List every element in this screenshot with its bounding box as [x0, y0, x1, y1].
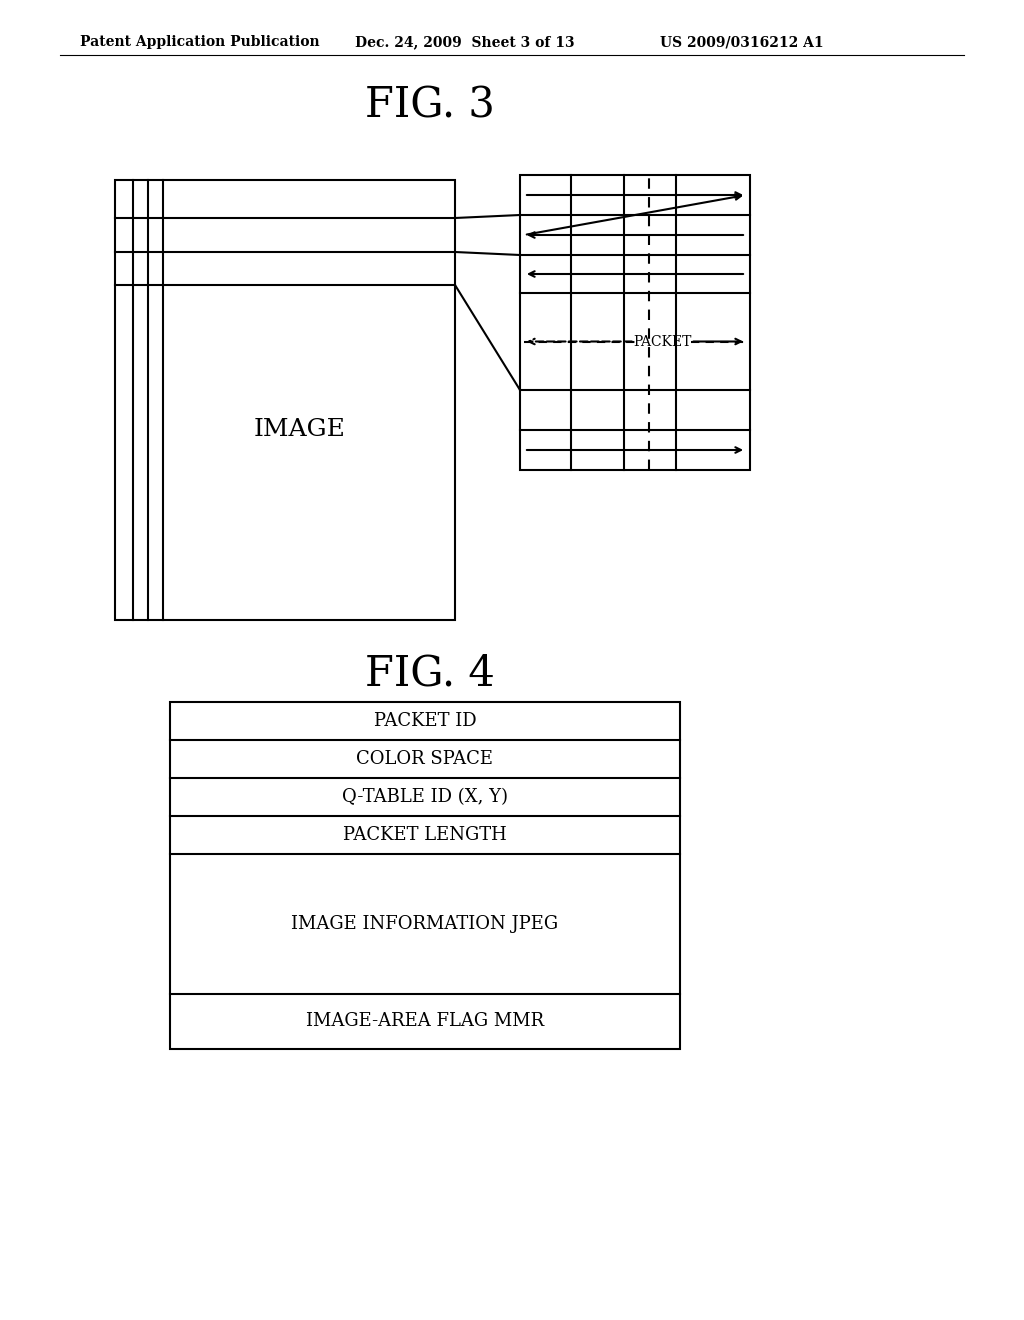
Bar: [115, 180, 455, 620]
Text: COLOR SPACE: COLOR SPACE: [356, 750, 494, 768]
Text: Patent Application Publication: Patent Application Publication: [80, 36, 319, 49]
Text: PACKET: PACKET: [634, 334, 692, 348]
Text: IMAGE INFORMATION JPEG: IMAGE INFORMATION JPEG: [292, 915, 558, 933]
Text: FIG. 3: FIG. 3: [366, 84, 495, 127]
Text: FIG. 4: FIG. 4: [366, 652, 495, 694]
Text: IMAGE-AREA FLAG MMR: IMAGE-AREA FLAG MMR: [306, 1012, 544, 1031]
Text: PACKET ID: PACKET ID: [374, 711, 476, 730]
Text: Q-TABLE ID (X, Y): Q-TABLE ID (X, Y): [342, 788, 508, 807]
Text: US 2009/0316212 A1: US 2009/0316212 A1: [660, 36, 823, 49]
Bar: [170, 702, 680, 1049]
Text: Dec. 24, 2009  Sheet 3 of 13: Dec. 24, 2009 Sheet 3 of 13: [355, 36, 574, 49]
Bar: [520, 176, 750, 470]
Text: PACKET LENGTH: PACKET LENGTH: [343, 826, 507, 843]
Text: IMAGE: IMAGE: [254, 418, 346, 441]
